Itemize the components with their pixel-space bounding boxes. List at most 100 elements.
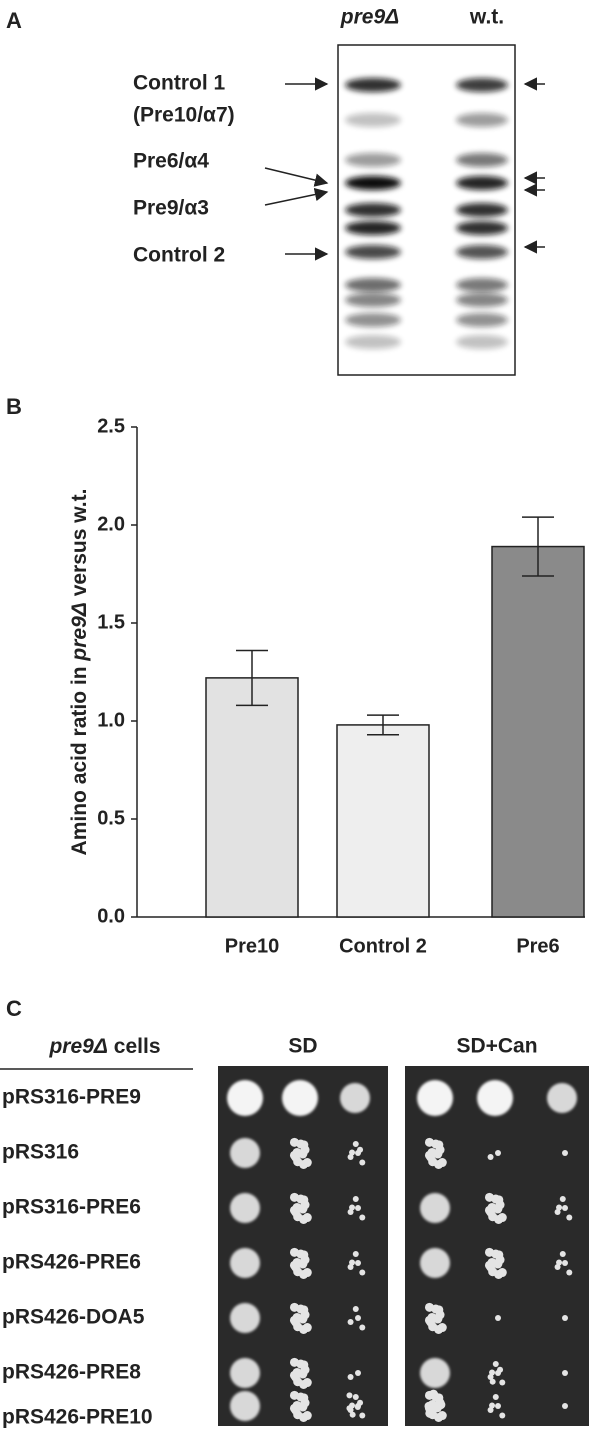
colony xyxy=(493,1204,503,1214)
error-bar xyxy=(367,714,399,736)
colony xyxy=(347,1209,354,1216)
colony xyxy=(562,1150,568,1156)
colony xyxy=(357,1146,364,1153)
colony xyxy=(566,1269,573,1276)
colony xyxy=(289,1403,299,1413)
gel-bands xyxy=(345,78,508,349)
colony xyxy=(299,1214,309,1224)
colony xyxy=(352,1251,359,1258)
colony xyxy=(562,1260,568,1266)
colony xyxy=(433,1149,443,1159)
panel-letter: A xyxy=(6,8,22,33)
error-bar xyxy=(522,516,554,577)
colony xyxy=(289,1260,299,1270)
colony xyxy=(346,1405,353,1412)
colony xyxy=(359,1324,366,1331)
colony xyxy=(289,1357,299,1367)
colony xyxy=(495,1403,501,1409)
gel-band xyxy=(456,221,508,235)
colony xyxy=(346,1392,353,1399)
x-tick-label: Pre10 xyxy=(225,935,280,957)
strain-label: pRS316-PRE9 xyxy=(2,1086,141,1109)
gel-band xyxy=(345,293,401,307)
colony xyxy=(434,1324,444,1334)
y-label-part: versus w.t. xyxy=(68,489,91,603)
colony xyxy=(299,1159,309,1169)
gel-band xyxy=(456,153,508,167)
colony xyxy=(497,1366,504,1373)
colony xyxy=(354,1404,361,1411)
bar xyxy=(336,724,430,918)
colony xyxy=(487,1407,494,1414)
colony xyxy=(299,1324,309,1334)
colony xyxy=(298,1369,308,1379)
panel-letter: C xyxy=(6,996,22,1021)
colony xyxy=(289,1205,299,1215)
colony xyxy=(495,1315,501,1321)
colony xyxy=(484,1205,494,1215)
colony xyxy=(562,1205,568,1211)
colony xyxy=(347,1264,354,1271)
gel-band xyxy=(456,113,508,127)
colony xyxy=(299,1269,309,1279)
colony-spot xyxy=(230,1303,260,1333)
colony xyxy=(484,1247,494,1257)
band-label: (Pre10/α7) xyxy=(133,104,235,127)
colony xyxy=(434,1305,444,1315)
band-label: Control 1 xyxy=(133,72,225,95)
colony xyxy=(359,1159,366,1166)
colony xyxy=(352,1394,359,1401)
colony xyxy=(424,1137,434,1147)
y-tick-label: 1.0 xyxy=(97,709,125,731)
strain-label: pRS426-PRE8 xyxy=(2,1361,141,1384)
colony xyxy=(289,1192,299,1202)
gel-band xyxy=(345,78,401,92)
colony xyxy=(298,1402,308,1412)
colony xyxy=(432,1403,442,1413)
colony xyxy=(554,1209,561,1216)
arrows xyxy=(264,77,545,261)
y-axis-label: Amino acid ratio in pre9Δ versus w.t. xyxy=(68,489,91,856)
colony xyxy=(298,1314,308,1324)
colony-spot xyxy=(420,1358,450,1388)
colony xyxy=(355,1370,361,1376)
lane-label: pre9Δ xyxy=(340,6,399,29)
colony xyxy=(494,1214,504,1224)
colony xyxy=(355,1260,361,1266)
colony xyxy=(433,1314,443,1324)
colony xyxy=(299,1250,309,1260)
gel-band xyxy=(456,293,508,307)
colony xyxy=(428,1389,438,1399)
column-header: pre9Δ cells xyxy=(48,1035,160,1058)
colony xyxy=(492,1394,499,1401)
colony xyxy=(359,1412,366,1419)
colony xyxy=(352,1141,359,1148)
panel-letter: B xyxy=(6,394,22,419)
colony xyxy=(424,1150,434,1160)
band-label: Control 2 xyxy=(133,244,225,267)
band-label: Pre9/α3 xyxy=(133,197,209,220)
colony xyxy=(298,1204,308,1214)
colony xyxy=(349,1411,356,1418)
colony xyxy=(556,1204,563,1211)
colony xyxy=(299,1195,309,1205)
error-bar xyxy=(236,649,268,707)
colony xyxy=(434,1159,444,1169)
gel-band xyxy=(345,153,401,167)
colony xyxy=(424,1401,434,1411)
gel-band xyxy=(456,176,508,190)
colony xyxy=(289,1390,299,1400)
bar xyxy=(491,545,585,918)
band-label: Pre6/α4 xyxy=(133,150,209,173)
colony xyxy=(347,1154,354,1161)
colony xyxy=(349,1149,356,1156)
colony xyxy=(298,1149,308,1159)
colony-spot xyxy=(230,1138,260,1168)
colony xyxy=(562,1403,568,1409)
colony-spot xyxy=(477,1080,513,1116)
gel-band xyxy=(456,203,508,217)
colony xyxy=(424,1302,434,1312)
colony xyxy=(355,1205,361,1211)
colony xyxy=(355,1315,361,1321)
